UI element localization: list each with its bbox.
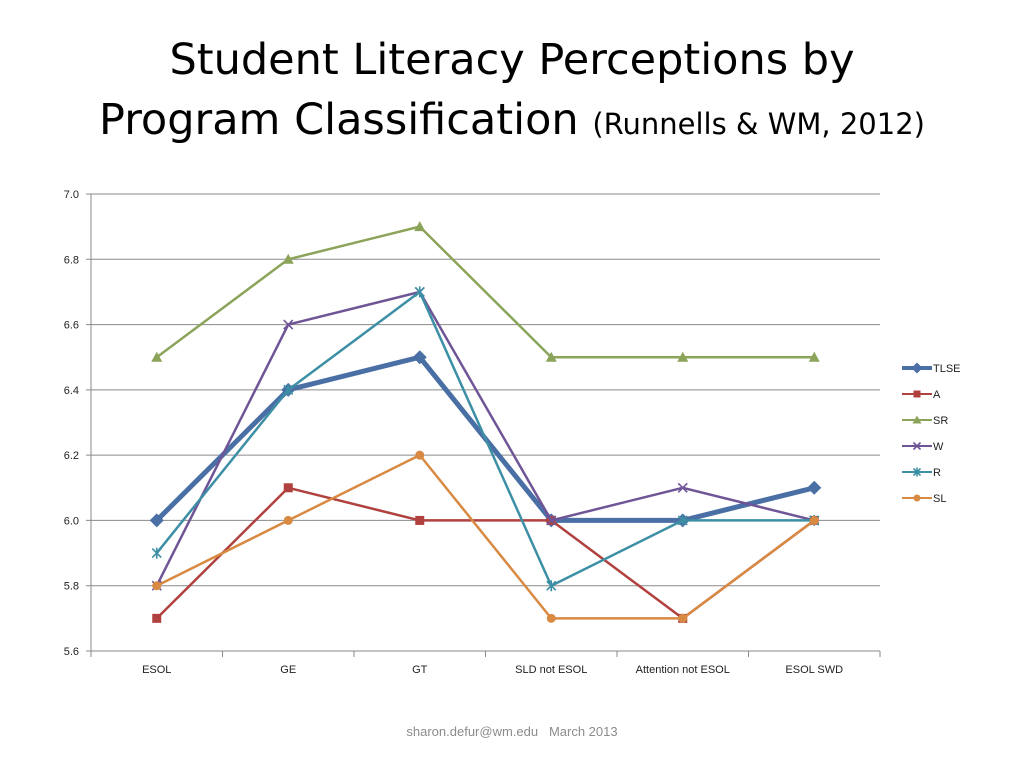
data-point <box>912 467 922 477</box>
title-citation: (Runnells & WM, 2012) <box>592 107 925 141</box>
series-line <box>155 290 815 587</box>
data-point <box>283 384 294 396</box>
data-point <box>414 286 425 298</box>
data-point <box>807 480 822 495</box>
data-point <box>911 362 923 374</box>
data-point <box>151 351 163 362</box>
data-point <box>913 390 921 398</box>
data-point <box>546 580 557 592</box>
series-line <box>155 290 815 587</box>
legend-label: SR <box>933 415 948 427</box>
data-point <box>912 415 922 424</box>
legend-item-r: R <box>902 467 941 479</box>
data-point <box>678 613 688 623</box>
data-point <box>912 441 922 451</box>
series-a <box>152 483 819 623</box>
y-tick-label: 7.0 <box>64 189 79 201</box>
series-line <box>156 453 815 620</box>
data-point <box>283 483 293 493</box>
y-tick-label: 6.4 <box>64 385 79 397</box>
legend-item-tlse: TLSE <box>902 362 961 375</box>
footer: sharon.defur@wm.edu March 2013 <box>0 724 1024 739</box>
legend-label: TLSE <box>933 363 961 375</box>
x-tick-label: ESOL SWD <box>785 664 843 676</box>
x-tick-label: SLD not ESOL <box>515 664 587 676</box>
data-point <box>545 351 557 362</box>
data-point <box>913 494 921 502</box>
data-point <box>412 350 427 365</box>
x-tick-label: GE <box>280 664 296 676</box>
data-point <box>677 482 688 493</box>
series-r <box>151 286 820 592</box>
data-point <box>809 515 819 525</box>
data-point <box>149 513 164 528</box>
y-tick-label: 6.0 <box>64 515 79 527</box>
data-point <box>152 613 162 623</box>
data-point <box>152 581 162 591</box>
series-line <box>155 486 815 620</box>
footer-date: March 2013 <box>548 724 618 739</box>
gridlines <box>86 193 880 652</box>
data-point <box>283 515 293 525</box>
y-tick-label: 6.2 <box>64 450 79 462</box>
legend-item-sr: SR <box>902 415 948 427</box>
data-point <box>282 253 294 264</box>
x-tick-label: GT <box>412 664 428 676</box>
legend-item-sl: SL <box>902 493 946 505</box>
data-point <box>283 319 294 330</box>
series-sl <box>152 450 819 623</box>
x-tick-label: ESOL <box>142 664 171 676</box>
title-line-2: Program Classification (Runnells & WM, 2… <box>0 90 1024 154</box>
series-line <box>156 225 815 359</box>
y-tick-label: 6.6 <box>64 320 79 332</box>
y-tick-label: 5.8 <box>64 581 79 593</box>
legend-label: W <box>933 441 944 453</box>
title-line-1: Student Literacy Perceptions by <box>169 35 855 85</box>
data-point <box>677 514 688 526</box>
title-main: Program Classification <box>99 95 579 145</box>
data-point <box>546 515 557 526</box>
legend: TLSE A SR W R SL <box>902 362 961 505</box>
data-point <box>151 547 162 559</box>
y-tick-label: 6.8 <box>64 254 79 266</box>
series-lines <box>149 221 822 623</box>
data-point <box>808 351 820 362</box>
data-point <box>546 613 556 623</box>
x-tick-label: Attention not ESOL <box>636 664 730 676</box>
y-tick-label: 5.6 <box>64 646 79 658</box>
legend-label: A <box>933 389 941 401</box>
series-sr <box>151 221 820 362</box>
footer-email: sharon.defur@wm.edu <box>406 724 539 739</box>
data-point <box>415 515 425 525</box>
slide-title: Student Literacy Perceptions by Program … <box>0 30 1024 154</box>
axes: 5.6 5.8 6.0 6.2 6.4 6.6 6.8 7.0 ESOL GE GT SLD not … <box>64 189 881 676</box>
data-point <box>677 351 689 362</box>
legend-item-a: A <box>902 389 941 401</box>
data-point <box>414 221 426 232</box>
legend-item-w: W <box>902 441 944 453</box>
legend-label: R <box>933 467 941 479</box>
data-point <box>415 450 425 460</box>
legend-label: SL <box>933 493 946 505</box>
